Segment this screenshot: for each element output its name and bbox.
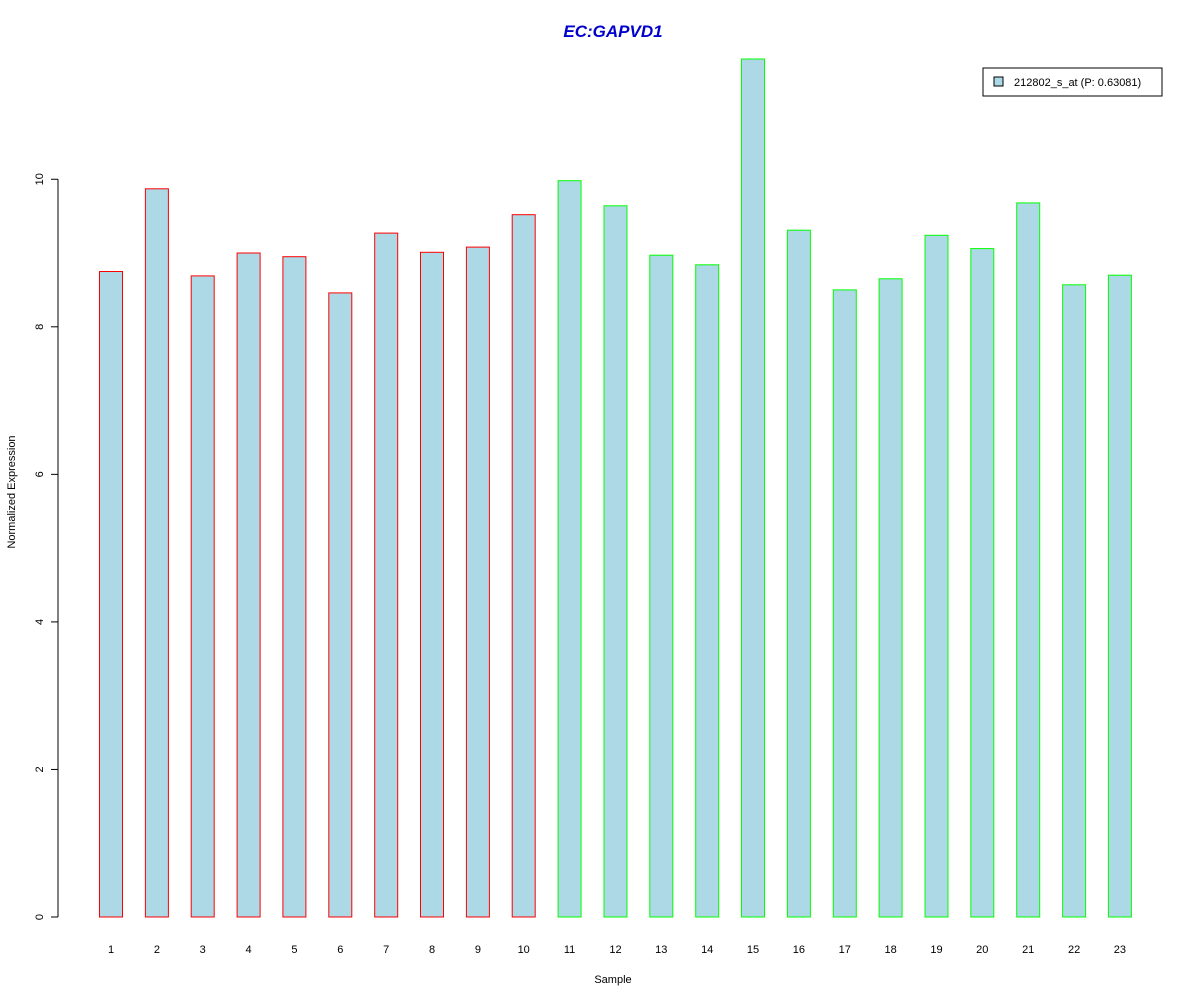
bar-sample-23 — [1107, 274, 1132, 918]
bar-sample-19 — [924, 234, 949, 918]
bar-sample-2 — [144, 188, 169, 918]
bar-sample-16 — [786, 229, 811, 918]
bar-sample-12 — [603, 205, 628, 918]
x-tick-label: 5 — [291, 944, 297, 956]
legend-box — [982, 67, 1163, 97]
x-tick-label: 3 — [200, 944, 206, 956]
x-tick-label: 1 — [108, 944, 114, 956]
bar-sample-20 — [970, 248, 995, 918]
x-tick-label: 20 — [976, 944, 988, 956]
bars — [99, 58, 1132, 918]
x-tick-label: 23 — [1114, 944, 1126, 956]
y-tick-label: 10 — [34, 173, 46, 185]
x-tick-label: 10 — [518, 944, 530, 956]
x-tick-label: 2 — [154, 944, 160, 956]
x-tick-label: 22 — [1068, 944, 1080, 956]
x-tick-label: 8 — [429, 944, 435, 956]
x-tick-label: 17 — [839, 944, 851, 956]
y-axis: 0 2 4 6 8 10 — [34, 173, 59, 920]
bar-sample-1 — [99, 271, 123, 918]
bar-sample-11 — [557, 180, 582, 918]
bar-sample-14 — [695, 264, 720, 918]
legend-label: 212802_s_at (P: 0.63081) — [1014, 77, 1141, 89]
x-tick-label: 7 — [383, 944, 389, 956]
bar-sample-7 — [374, 232, 399, 918]
bar-sample-6 — [328, 292, 353, 918]
legend: 212802_s_at (P: 0.63081) — [982, 67, 1163, 97]
bar-sample-13 — [649, 254, 674, 918]
bar-sample-18 — [878, 278, 903, 918]
y-tick-label: 4 — [34, 619, 46, 625]
bar-sample-8 — [420, 251, 444, 918]
x-tick-label: 14 — [701, 944, 713, 956]
bar-sample-9 — [465, 246, 490, 918]
y-tick-label: 0 — [34, 914, 46, 920]
x-tick-label: 16 — [793, 944, 805, 956]
bar-sample-15 — [741, 58, 765, 918]
x-tick-label: 11 — [564, 944, 575, 956]
x-tick-label: 4 — [246, 944, 252, 956]
bar-sample-22 — [1062, 284, 1087, 918]
bar-sample-3 — [190, 275, 215, 918]
x-tick-label: 6 — [337, 944, 343, 956]
x-tick-label: 15 — [747, 944, 759, 956]
x-tick-label: 13 — [655, 944, 667, 956]
chart-title: EC:GAPVD1 — [563, 22, 662, 41]
legend-swatch — [993, 76, 1004, 87]
bar-sample-5 — [282, 256, 307, 918]
y-axis-label: Normalized Expression — [6, 435, 18, 548]
y-tick-label: 6 — [34, 471, 46, 477]
x-tick-label: 9 — [475, 944, 481, 956]
x-tick-label: 12 — [609, 944, 621, 956]
bar-sample-21 — [1016, 202, 1041, 918]
x-tick-label: 18 — [884, 944, 896, 956]
y-tick-label: 8 — [34, 324, 46, 330]
y-tick-label: 2 — [34, 766, 46, 772]
x-tick-label: 19 — [930, 944, 942, 956]
bar-sample-10 — [511, 214, 536, 918]
bar-sample-17 — [832, 289, 857, 918]
bar-sample-4 — [236, 252, 261, 918]
x-tick-label: 21 — [1022, 944, 1034, 956]
x-tick-labels: 1 2 3 4 5 6 7 8 9 10 11 12 13 14 15 16 17 18 19 20 21 22 23 — [108, 944, 1126, 956]
x-axis-label: Sample — [594, 974, 631, 986]
